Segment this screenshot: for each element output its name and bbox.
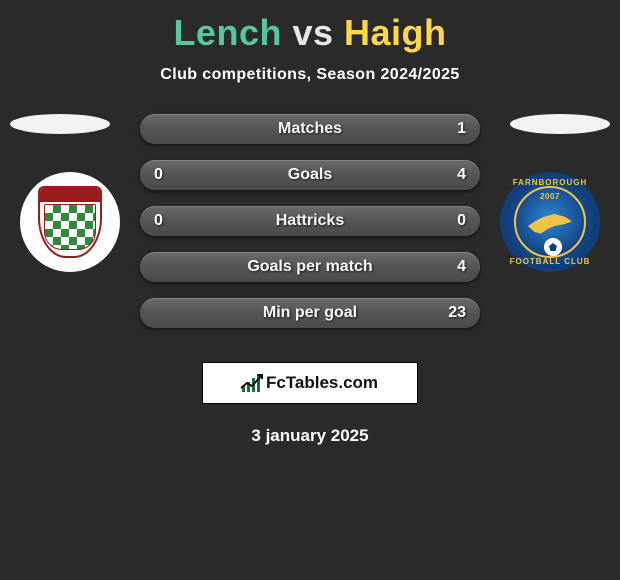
subtitle: Club competitions, Season 2024/2025 [0, 66, 620, 84]
player-shadow-right [510, 114, 610, 134]
stat-label: Matches [140, 114, 480, 144]
stat-value-right: 1 [457, 114, 466, 144]
date-label: 3 january 2025 [0, 426, 620, 446]
stat-value-right: 23 [448, 298, 466, 328]
brand-text: FcTables.com [266, 373, 378, 393]
title-vs: vs [292, 12, 333, 53]
crest-bird-icon [528, 208, 572, 238]
page-title: Lench vs Haigh [0, 0, 620, 54]
stat-row: 0Hattricks0 [140, 206, 480, 236]
stat-row: 0Goals4 [140, 160, 480, 190]
player-shadow-left [10, 114, 110, 134]
stat-label: Hattricks [140, 206, 480, 236]
title-player-2: Haigh [344, 12, 447, 53]
stat-value-right: 0 [457, 206, 466, 236]
brand-logo: FcTables.com [202, 362, 418, 404]
stat-row: Min per goal23 [140, 298, 480, 328]
club-crest-right: FARNBOROUGH 2007 FOOTBALL CLUB [500, 172, 600, 272]
stat-label: Goals [140, 160, 480, 190]
crest-ring-bot: FOOTBALL CLUB [504, 257, 596, 266]
brand-bars-icon [242, 374, 260, 392]
stat-value-right: 4 [457, 252, 466, 282]
title-player-1: Lench [173, 12, 282, 53]
stat-row: Goals per match4 [140, 252, 480, 282]
stat-label: Min per goal [140, 298, 480, 328]
crest-ball-icon [544, 238, 562, 256]
crest-inner-icon: 2007 [514, 186, 586, 258]
comparison-body: FARNBOROUGH 2007 FOOTBALL CLUB Matches1 0… [0, 114, 620, 354]
stat-label: Goals per match [140, 252, 480, 282]
club-crest-left [20, 172, 120, 272]
stat-value-right: 4 [457, 160, 466, 190]
crest-year: 2007 [516, 192, 584, 201]
crest-shield-icon [38, 186, 102, 258]
stats-table: Matches10Goals40Hattricks0Goals per matc… [140, 114, 480, 344]
stat-row: Matches1 [140, 114, 480, 144]
